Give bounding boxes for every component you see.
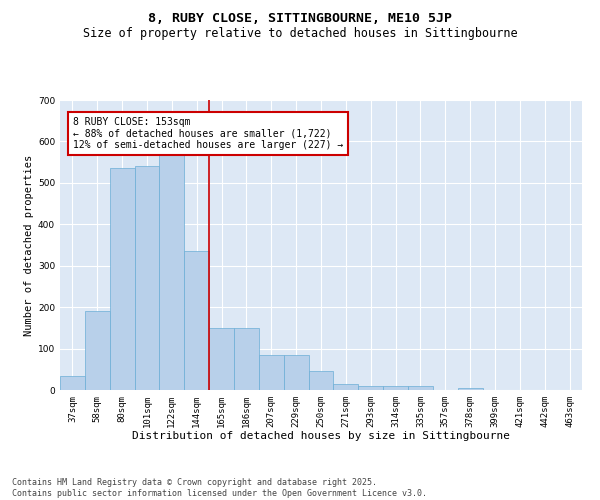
Bar — [358, 386, 383, 390]
Bar — [308, 372, 334, 390]
Bar — [259, 355, 284, 390]
Text: Contains HM Land Registry data © Crown copyright and database right 2025.
Contai: Contains HM Land Registry data © Crown c… — [12, 478, 427, 498]
X-axis label: Distribution of detached houses by size in Sittingbourne: Distribution of detached houses by size … — [132, 432, 510, 442]
Bar — [234, 328, 259, 390]
Text: 8, RUBY CLOSE, SITTINGBOURNE, ME10 5JP: 8, RUBY CLOSE, SITTINGBOURNE, ME10 5JP — [148, 12, 452, 26]
Bar — [110, 168, 134, 390]
Bar — [85, 312, 110, 390]
Bar — [284, 355, 308, 390]
Text: 8 RUBY CLOSE: 153sqm
← 88% of detached houses are smaller (1,722)
12% of semi-de: 8 RUBY CLOSE: 153sqm ← 88% of detached h… — [73, 116, 343, 150]
Bar — [458, 388, 482, 390]
Bar — [184, 251, 209, 390]
Bar — [134, 166, 160, 390]
Bar — [383, 386, 408, 390]
Bar — [334, 384, 358, 390]
Bar — [209, 328, 234, 390]
Bar — [408, 386, 433, 390]
Text: Size of property relative to detached houses in Sittingbourne: Size of property relative to detached ho… — [83, 28, 517, 40]
Bar — [60, 376, 85, 390]
Bar — [160, 152, 184, 390]
Y-axis label: Number of detached properties: Number of detached properties — [24, 154, 34, 336]
